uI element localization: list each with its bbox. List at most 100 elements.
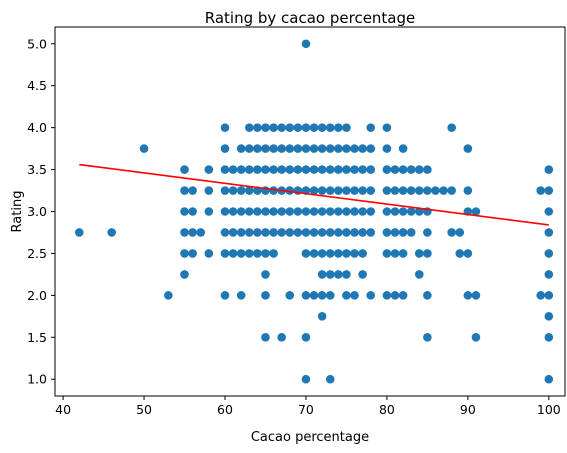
data-point [358, 207, 367, 216]
data-point [423, 165, 432, 174]
data-point [334, 249, 343, 258]
data-point [544, 228, 554, 237]
y-axis-label: Rating [10, 191, 25, 233]
data-point [455, 249, 465, 258]
data-point [325, 165, 335, 174]
chart-title: Rating by cacao percentage [205, 9, 416, 27]
data-point [423, 186, 432, 195]
data-point [325, 270, 335, 279]
data-point [334, 165, 343, 174]
data-point [269, 207, 278, 216]
data-point [350, 228, 359, 237]
data-point [285, 291, 295, 300]
data-point [244, 165, 254, 174]
data-point [164, 291, 173, 300]
data-point [423, 333, 432, 342]
data-point [325, 207, 335, 216]
data-point [342, 207, 351, 216]
data-point [358, 249, 367, 258]
data-point [366, 165, 376, 174]
data-point [139, 144, 149, 153]
data-point [366, 186, 376, 195]
data-point [317, 144, 327, 153]
data-point [536, 186, 546, 195]
data-point [228, 186, 238, 195]
data-point [188, 207, 197, 216]
data-point [236, 228, 246, 237]
data-point [253, 165, 262, 174]
y-tick-label: 4.0 [27, 120, 47, 135]
x-axis-label: Cacao percentage [251, 430, 369, 445]
data-point [334, 207, 343, 216]
data-point [220, 186, 230, 195]
data-point [471, 207, 481, 216]
data-point [544, 249, 554, 258]
data-point [74, 228, 84, 237]
data-point [285, 123, 295, 132]
data-point [325, 123, 335, 132]
data-point [382, 249, 392, 258]
data-point [253, 228, 262, 237]
data-point [317, 228, 327, 237]
data-point [204, 165, 214, 174]
data-point [261, 333, 270, 342]
data-point [220, 123, 230, 132]
data-point [325, 228, 335, 237]
data-point [455, 228, 465, 237]
data-point [358, 270, 367, 279]
data-point [301, 249, 311, 258]
data-point [220, 249, 230, 258]
data-point [261, 249, 270, 258]
data-points [74, 39, 554, 384]
data-point [301, 374, 311, 384]
data-point [188, 249, 197, 258]
data-point [382, 123, 392, 132]
data-point [309, 291, 319, 300]
y-tick-label: 2.0 [27, 288, 47, 303]
data-point [180, 207, 189, 216]
data-point [447, 186, 456, 195]
x-tick-label: 50 [136, 402, 152, 417]
data-point [317, 165, 327, 174]
data-point [366, 207, 376, 216]
data-point [244, 144, 254, 153]
data-point [398, 249, 408, 258]
data-point [382, 186, 392, 195]
data-point [382, 144, 392, 153]
data-point [471, 333, 481, 342]
data-point [269, 249, 278, 258]
data-point [277, 333, 286, 342]
data-point [220, 144, 230, 153]
data-point [220, 165, 230, 174]
data-point [334, 144, 343, 153]
data-point [342, 186, 351, 195]
data-point [406, 228, 416, 237]
data-point [414, 270, 424, 279]
data-point [261, 144, 270, 153]
data-point [390, 186, 400, 195]
data-point [244, 207, 254, 216]
data-point [301, 165, 311, 174]
data-point [447, 228, 456, 237]
trend-line [79, 163, 549, 226]
data-point [431, 186, 440, 195]
data-point [325, 186, 335, 195]
data-point [423, 291, 432, 300]
data-point [277, 144, 286, 153]
x-tick-label: 40 [55, 402, 71, 417]
data-point [301, 144, 311, 153]
data-point [236, 291, 246, 300]
data-point [536, 291, 546, 300]
data-point [358, 165, 367, 174]
data-point [382, 165, 392, 174]
data-point [342, 165, 351, 174]
data-point [544, 333, 554, 342]
data-point [301, 291, 311, 300]
data-point [544, 312, 554, 321]
data-point [414, 165, 424, 174]
data-point [285, 144, 295, 153]
x-tick-label: 60 [217, 402, 233, 417]
data-point [301, 207, 311, 216]
data-point [228, 228, 238, 237]
data-point [236, 249, 246, 258]
